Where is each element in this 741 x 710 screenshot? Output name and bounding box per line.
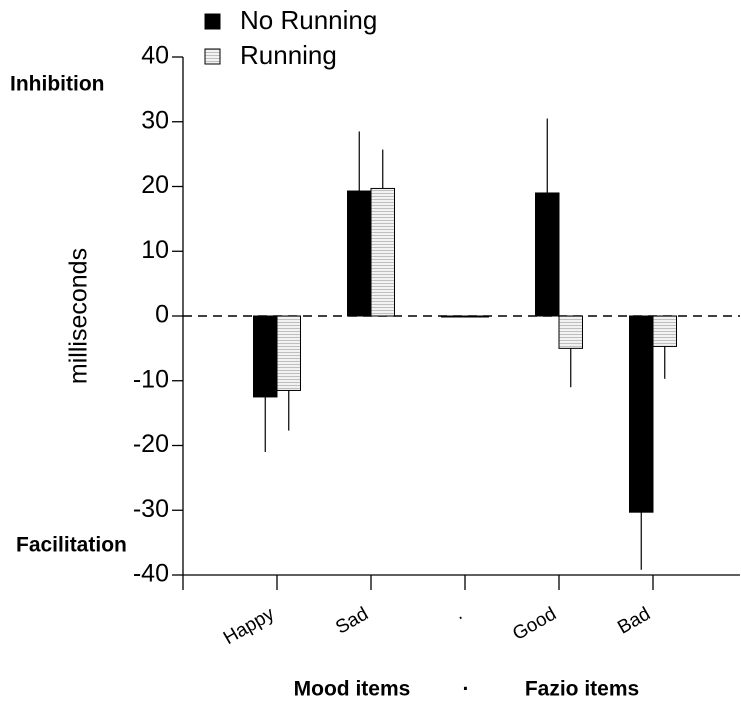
bar [347,190,372,317]
x-tick-label: Happy [220,603,278,649]
y-tick-label: -40 [133,560,169,588]
group-separator: · [463,678,470,701]
bar [535,192,560,317]
bar [464,315,489,318]
bar [276,315,301,391]
bar [652,315,677,347]
x-tick-label: Bad [614,603,654,638]
bar [441,315,466,318]
y-tick-label: 40 [141,42,169,70]
x-tick-label: Good [509,603,560,644]
bar [370,187,395,317]
y-tick-label: 10 [141,236,169,264]
legend-swatch [204,13,221,30]
y-tick-label: -20 [133,430,169,458]
y-tick-label: -10 [133,365,169,393]
annotation-bottom: Facilitation [16,534,127,557]
y-tick-label: 20 [141,171,169,199]
legend-swatch [204,48,221,65]
bar [558,315,583,349]
x-tick-label: Sad [332,603,372,638]
group-label: Mood items [294,678,411,701]
y-tick-label: 30 [141,106,169,134]
y-axis-label: milliseconds [65,248,93,384]
group-label: Fazio items [525,678,639,701]
bar [629,315,654,513]
y-tick-label: -30 [133,495,169,523]
annotation-top: Inhibition [10,73,104,96]
legend-label: No Running [240,5,377,35]
legend-label: Running [240,40,337,70]
x-tick-label: . [451,603,466,624]
y-tick-label: 0 [155,301,169,329]
bar [253,315,278,398]
